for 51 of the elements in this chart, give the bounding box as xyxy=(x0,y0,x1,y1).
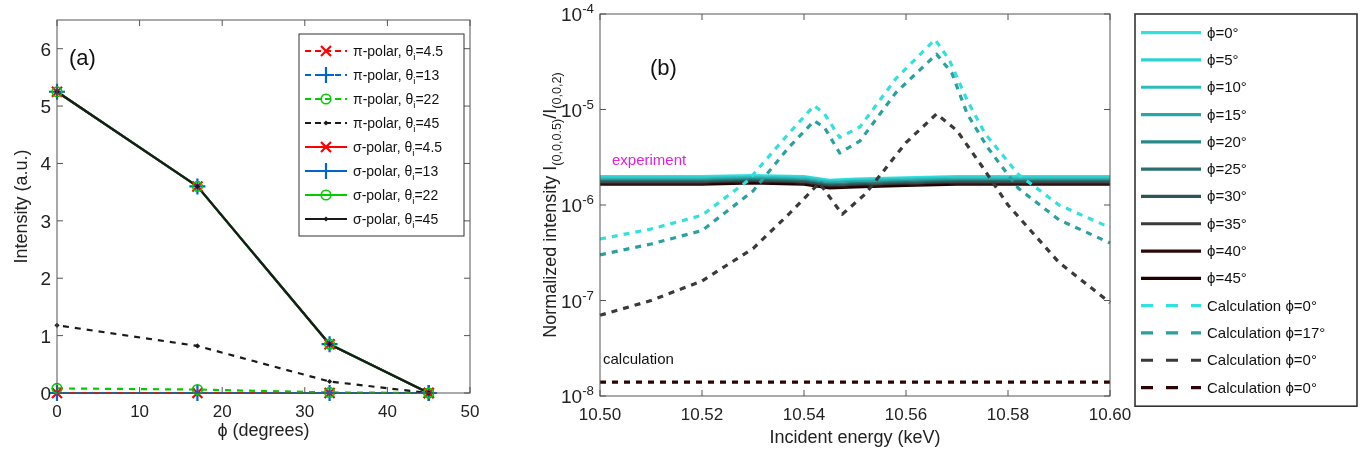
legend-label: ϕ=20° xyxy=(1207,132,1247,150)
y-tick-label: 10$^{-6}$ xyxy=(561,192,594,216)
legend-label: π-polar, θ$_{i}$=4.5 xyxy=(353,43,444,63)
legend-label: σ-polar, θ$_{i}$=22 xyxy=(353,187,439,207)
legend-label: σ-polar, θ$_{i}$=13 xyxy=(353,163,439,183)
y-tick-label: 0 xyxy=(40,383,51,404)
y-tick-label: 5 xyxy=(40,96,51,118)
legend-label: ϕ=40° xyxy=(1207,242,1247,260)
x-tick-label: 20 xyxy=(212,402,232,421)
x-tick-label: 40 xyxy=(377,402,397,421)
x-axis-title: Incident energy (keV) xyxy=(769,427,941,447)
legend-label: π-polar, θ$_{i}$=22 xyxy=(353,91,440,111)
legend-label: ϕ=15° xyxy=(1207,105,1247,123)
legend-label: ϕ=30° xyxy=(1207,187,1247,205)
x-tick-label: 10.52 xyxy=(680,405,724,424)
legend-label: Calculation ϕ=17° xyxy=(1207,323,1326,341)
x-tick-label: 10.58 xyxy=(986,405,1030,424)
y-tick-label: 1 xyxy=(40,325,51,347)
legend-label: π-polar, θ$_{i}$=45 xyxy=(353,115,440,135)
annotation: calculation xyxy=(603,350,674,367)
y-tick-label: 3 xyxy=(40,210,51,232)
legend-label: ϕ=0° xyxy=(1207,23,1239,41)
x-tick-label: 50 xyxy=(460,402,480,421)
y-tick-label: 10$^{-8}$ xyxy=(561,383,594,407)
annotation: experiment xyxy=(612,151,688,168)
legend-label: ϕ=45° xyxy=(1207,269,1247,287)
legend-label: σ-polar, θ$_{i}$=4.5 xyxy=(353,139,443,159)
legend-label: ϕ=35° xyxy=(1207,214,1247,232)
y-tick-label: 6 xyxy=(40,38,51,60)
annotation: (a) xyxy=(69,45,96,70)
x-tick-label: 10.60 xyxy=(1088,405,1132,424)
y-axis-title: Intensity (a.u.) xyxy=(11,149,31,264)
x-tick-label: 10 xyxy=(130,402,150,421)
legend-label: Calculation ϕ=0° xyxy=(1207,296,1317,314)
legend-label: Calculation ϕ=0° xyxy=(1207,351,1317,369)
x-tick-label: 30 xyxy=(295,402,315,421)
legend-label: Calculation ϕ=0° xyxy=(1207,378,1317,396)
y-tick-label: 10$^{-5}$ xyxy=(561,96,594,121)
y-tick-label: 4 xyxy=(40,153,52,175)
y-tick-label: 2 xyxy=(40,268,51,290)
legend-label: σ-polar, θ$_{i}$=45 xyxy=(353,211,439,231)
legend-label: π-polar, θ$_{i}$=13 xyxy=(353,67,440,87)
x-tick-label: 10.56 xyxy=(884,405,928,424)
x-axis-title: ϕ (degrees) xyxy=(217,420,310,440)
legend-label: ϕ=10° xyxy=(1207,78,1247,96)
y-tick-label: 10$^{-4}$ xyxy=(561,1,594,25)
x-tick-label: 10.54 xyxy=(782,405,826,424)
legend-label: ϕ=5° xyxy=(1207,50,1239,68)
annotation: (b) xyxy=(650,55,677,80)
x-tick-label: 10.50 xyxy=(578,405,622,424)
legend-label: ϕ=25° xyxy=(1207,160,1247,178)
